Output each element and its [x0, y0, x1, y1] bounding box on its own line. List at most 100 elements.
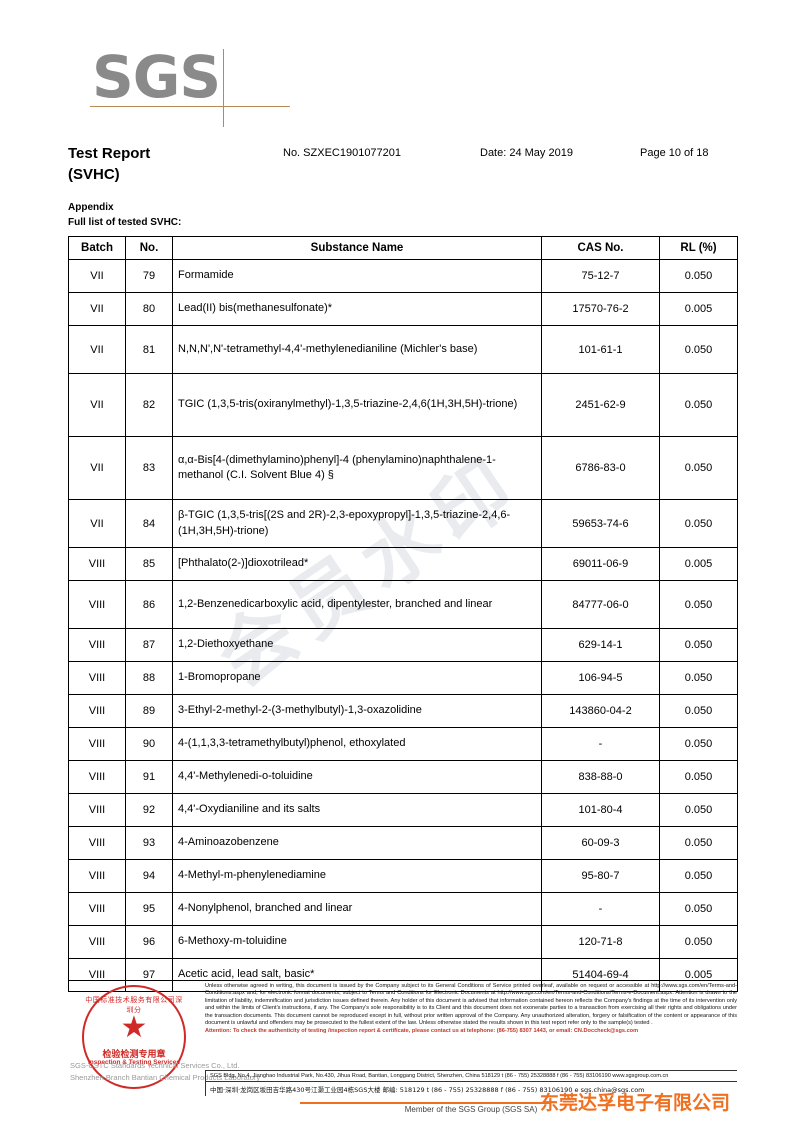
cell-no: 96 — [125, 925, 173, 959]
cell-substance-name: 1,2-Benzenedicarboxylic acid, dipentyles… — [172, 580, 542, 629]
cell-rl: 0.050 — [659, 694, 738, 728]
address-block: SGS Bldg, No.4, Jianghao Industrial Park… — [205, 1070, 737, 1096]
cell-substance-name: 4-Nonylphenol, branched and linear — [172, 892, 542, 926]
cell-cas-no: 120-71-8 — [541, 925, 660, 959]
page-subtitle: (SVHC) — [68, 166, 120, 183]
table-row: VIII 93 4-Aminoazobenzene 60-09-3 0.050 — [68, 826, 738, 860]
cell-substance-name: 1,2-Diethoxyethane — [172, 628, 542, 662]
table-header-row: Batch No. Substance Name CAS No. RL (%) — [68, 236, 738, 260]
full-list-label: Full list of tested SVHC: — [68, 217, 182, 228]
lab-company-line-1: SGS-CSTC Standards Technical Services Co… — [70, 1061, 240, 1070]
cell-no: 79 — [125, 259, 173, 293]
client-company-stamp: 东莞达孚电子有限公司 — [540, 1092, 731, 1114]
stamp-english-label: Inspection & Testing Services — [88, 1059, 180, 1066]
cell-batch: VIII — [68, 547, 126, 581]
stamp-chinese-mid: 检验检测专用章 — [102, 1050, 166, 1060]
table-row: VII 83 α,α-Bis[4-(dimethylamino)phenyl]-4 … — [68, 436, 738, 500]
cell-cas-no: 6786-83-0 — [541, 436, 660, 500]
stamp-chinese-top: 中国标准技术服务有限公司深圳分 — [85, 996, 183, 1014]
cell-cas-no: 75-12-7 — [541, 259, 660, 293]
cell-batch: VIII — [68, 580, 126, 629]
attention-notice: Attention: To check the authenticity of … — [205, 1028, 639, 1035]
table-row: VIII 97 Acetic acid, lead salt, basic* 5140… — [68, 958, 738, 992]
cell-substance-name: 1-Bromopropane — [172, 661, 542, 695]
cell-no: 93 — [125, 826, 173, 860]
column-header-cas-no: CAS No. — [541, 236, 660, 260]
table-row: VII 79 Formamide 75-12-7 0.050 — [68, 259, 738, 293]
cell-no: 94 — [125, 859, 173, 893]
page-footer: 中国标准技术服务有限公司深圳分 ★ 检验检测专用章 Inspection & T… — [0, 975, 793, 1121]
cell-no: 92 — [125, 793, 173, 827]
cell-batch: VIII — [68, 859, 126, 893]
logo-vertical-rule — [223, 49, 224, 127]
cell-cas-no: 84777-06-0 — [541, 580, 660, 629]
cell-no: 88 — [125, 661, 173, 695]
cell-substance-name: 4-(1,1,3,3-tetramethylbutyl)phenol, etho… — [172, 727, 542, 761]
table-row: VIII 87 1,2-Diethoxyethane 629-14-1 0.050 — [68, 628, 738, 662]
cell-batch: VIII — [68, 694, 126, 728]
cell-substance-name: α,α-Bis[4-(dimethylamino)phenyl]-4 (phen… — [172, 436, 542, 500]
star-icon: ★ — [120, 1011, 148, 1044]
table-row: VIII 90 4-(1,1,3,3-tetramethylbutyl)phenol… — [68, 727, 738, 761]
column-header-rl: RL (%) — [659, 236, 738, 260]
cell-no: 87 — [125, 628, 173, 662]
cell-batch: VII — [68, 292, 126, 326]
table-row: VIII 96 6-Methoxy-m-toluidine 120-71-8 0.050 — [68, 925, 738, 959]
cell-batch: VIII — [68, 760, 126, 794]
cell-cas-no: - — [541, 892, 660, 926]
column-header-no: No. — [125, 236, 173, 260]
cell-batch: VII — [68, 499, 126, 548]
sgs-logo: SGS — [90, 43, 292, 127]
table-row: VII 82 TGIC (1,3,5-tris(oxiranylmethyl)-1,… — [68, 373, 738, 437]
address-english: SGS Bldg, No.4, Jianghao Industrial Park… — [205, 1070, 737, 1081]
cell-no: 85 — [125, 547, 173, 581]
cell-cas-no: 17570-76-2 — [541, 292, 660, 326]
logo-horizontal-rule — [90, 106, 290, 107]
member-of-sgs-group: Member of the SGS Group (SGS SA) — [404, 1105, 538, 1114]
cell-substance-name: N,N,N',N'-tetramethyl-4,4'-methylenedian… — [172, 325, 542, 374]
cell-rl: 0.050 — [659, 760, 738, 794]
cell-batch: VII — [68, 436, 126, 500]
svhc-table: Batch No. Substance Name CAS No. RL (%) … — [68, 236, 738, 992]
cell-substance-name: β-TGIC (1,3,5-tris[(2S and 2R)-2,3-epoxy… — [172, 499, 542, 548]
cell-no: 89 — [125, 694, 173, 728]
table-row: VII 81 N,N,N',N'-tetramethyl-4,4'-methylen… — [68, 325, 738, 374]
cell-rl: 0.050 — [659, 859, 738, 893]
cell-batch: VIII — [68, 892, 126, 926]
cell-batch: VII — [68, 373, 126, 437]
cell-cas-no: - — [541, 727, 660, 761]
cell-cas-no: 95-80-7 — [541, 859, 660, 893]
report-date: Date: 24 May 2019 — [480, 147, 573, 159]
cell-substance-name: [Phthalato(2-)]dioxotrilead* — [172, 547, 542, 581]
legal-disclaimer: Unless otherwise agreed in writing, this… — [205, 983, 737, 1036]
sgs-wordmark: SGS — [92, 43, 221, 111]
cell-cas-no: 101-61-1 — [541, 325, 660, 374]
cell-rl: 0.050 — [659, 325, 738, 374]
lab-company-line-2: Shenzhen Branch Bantian Chemical Product… — [70, 1073, 261, 1082]
cell-rl: 0.005 — [659, 958, 738, 992]
cell-substance-name: 4-Methyl-m-phenylenediamine — [172, 859, 542, 893]
cell-substance-name: TGIC (1,3,5-tris(oxiranylmethyl)-1,3,5-t… — [172, 373, 542, 437]
cell-rl: 0.050 — [659, 580, 738, 629]
cell-cas-no: 60-09-3 — [541, 826, 660, 860]
cell-rl: 0.050 — [659, 259, 738, 293]
column-header-substance-name: Substance Name — [172, 236, 542, 260]
column-header-batch: Batch — [68, 236, 126, 260]
cell-rl: 0.050 — [659, 373, 738, 437]
official-stamp: 中国标准技术服务有限公司深圳分 ★ 检验检测专用章 Inspection & T… — [70, 983, 260, 1093]
disclaimer-text: Unless otherwise agreed in writing, this… — [205, 983, 737, 1027]
cell-batch: VIII — [68, 826, 126, 860]
cell-rl: 0.050 — [659, 727, 738, 761]
cell-no: 84 — [125, 499, 173, 548]
cell-cas-no: 2451-62-9 — [541, 373, 660, 437]
cell-substance-name: 4,4'-Methylenedi-o-toluidine — [172, 760, 542, 794]
cell-rl: 0.050 — [659, 499, 738, 548]
table-row: VIII 86 1,2-Benzenedicarboxylic acid, dipe… — [68, 580, 738, 629]
table-row: VIII 92 4,4'-Oxydianiline and its salts 101… — [68, 793, 738, 827]
cell-no: 90 — [125, 727, 173, 761]
report-number: No. SZXEC1901077201 — [283, 147, 402, 159]
appendix-label: Appendix — [68, 202, 114, 213]
cell-no: 95 — [125, 892, 173, 926]
cell-cas-no: 51404-69-4 — [541, 958, 660, 992]
footer-divider — [68, 980, 737, 981]
